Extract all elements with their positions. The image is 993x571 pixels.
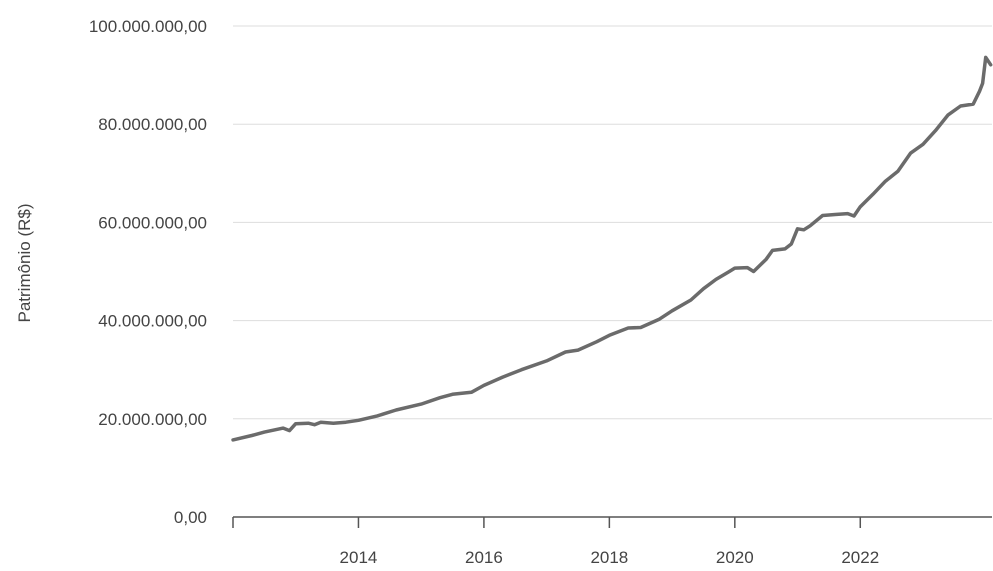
y-axis-ticks: 0,00 20.000.000,00 40.000.000,00 60.000.000… [89,17,207,527]
x-tick-label: 2014 [340,548,378,567]
y-tick-label: 20.000.000,00 [98,410,207,429]
y-tick-label: 80.000.000,00 [98,115,207,134]
series-group [231,55,993,442]
y-tick-label: 100.000.000,00 [89,17,207,36]
series-line [231,55,993,442]
x-tick-label: 2018 [590,548,628,567]
y-tick-label: 60.000.000,00 [98,213,207,232]
x-tick-label: 2020 [716,548,754,567]
x-tick-label: 2016 [465,548,503,567]
x-axis: 2014 2016 2018 2020 2022 [232,516,992,567]
y-tick-label: 40.000.000,00 [98,312,207,331]
y-axis-label: Patrimônio (R$) [15,203,34,322]
grid-lines [233,25,992,420]
y-tick-label: 0,00 [174,508,207,527]
x-tick-label: 2022 [841,548,879,567]
